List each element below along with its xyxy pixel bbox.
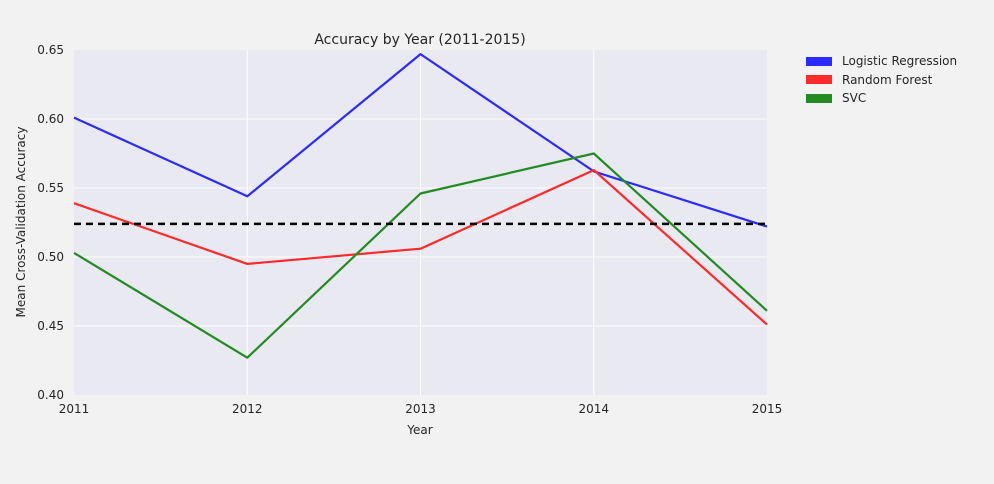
chart-title: Accuracy by Year (2011-2015)	[314, 32, 525, 48]
series-line	[73, 169, 768, 326]
x-tick-labels: 2011 2012 2013 2014 2015	[59, 402, 783, 416]
series-layer	[73, 52, 768, 359]
x-axis-label: Year	[406, 423, 432, 437]
series-line	[73, 152, 768, 359]
legend-label: Random Forest	[842, 72, 933, 87]
legend-item-logistic-regression: Logistic Regression	[806, 52, 957, 71]
y-tick-label: 0.65	[37, 43, 64, 57]
legend: Logistic Regression Random Forest SVC	[806, 52, 957, 108]
y-axis-label: Mean Cross-Validation Accuracy	[14, 127, 28, 318]
y-tick-labels: 0.40 0.45 0.50 0.55 0.60 0.65	[37, 43, 64, 402]
y-tick-label: 0.60	[37, 112, 64, 126]
legend-item-random-forest: Random Forest	[806, 71, 957, 90]
grid	[74, 50, 767, 395]
legend-swatch	[806, 93, 832, 103]
x-tick-label: 2011	[59, 402, 90, 416]
y-tick-label: 0.40	[37, 388, 64, 402]
x-tick-label: 2015	[752, 402, 783, 416]
legend-swatch	[806, 75, 832, 85]
x-tick-label: 2013	[405, 402, 436, 416]
x-tick-label: 2014	[578, 402, 609, 416]
legend-swatch	[806, 56, 832, 66]
series-line	[73, 52, 768, 228]
y-tick-label: 0.55	[37, 181, 64, 195]
legend-label: Logistic Regression	[842, 54, 958, 69]
legend-label: SVC	[842, 91, 867, 106]
x-tick-label: 2012	[232, 402, 263, 416]
y-tick-label: 0.45	[37, 319, 64, 333]
y-tick-label: 0.50	[37, 250, 64, 264]
legend-item-svc: SVC	[806, 89, 957, 108]
